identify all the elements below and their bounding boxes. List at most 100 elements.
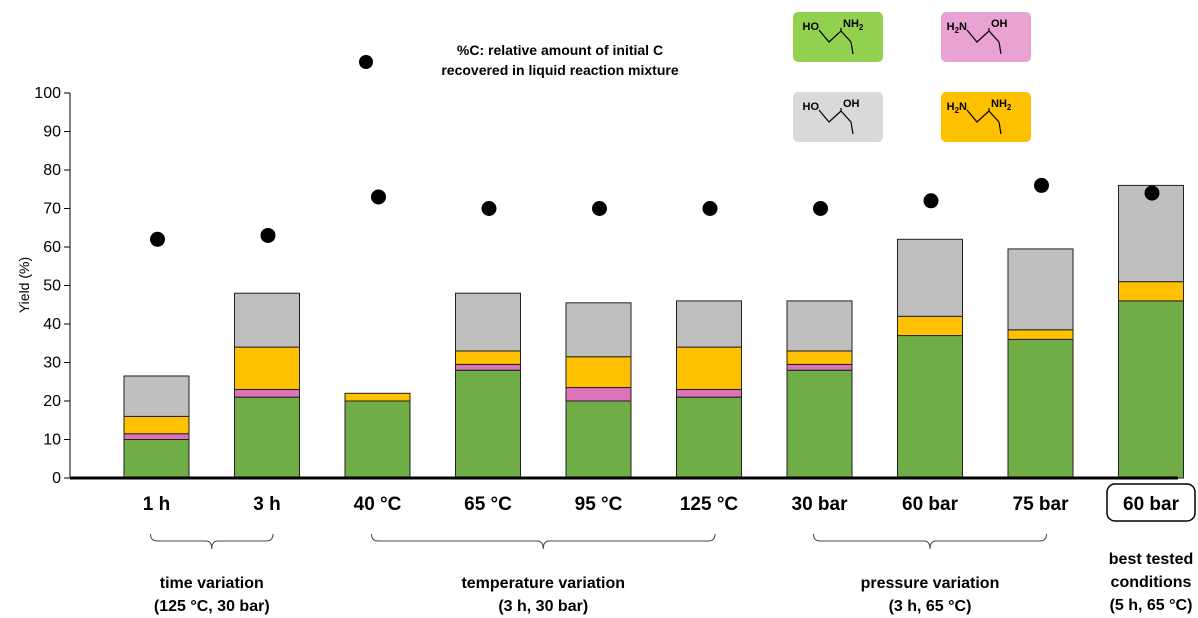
scatter-point bbox=[702, 201, 718, 216]
bar-segment bbox=[897, 315, 963, 337]
bar-segment bbox=[676, 346, 742, 390]
y-axis-label: Yield (%) bbox=[16, 257, 32, 313]
molecule-label: NH2 bbox=[843, 18, 864, 32]
scatter-point bbox=[923, 193, 939, 209]
highlight-box bbox=[1106, 483, 1196, 522]
x-axis: 1 h 3 h 40 °C 65 °C 95 °C 125 °C 30 bar 60 bar 7… bbox=[70, 476, 1196, 522]
x-tick-label: 30 bar bbox=[792, 494, 849, 515]
molecule-label: HO bbox=[803, 101, 820, 113]
group-label: (125 °C, 30 bar) bbox=[154, 598, 270, 615]
bar-segment bbox=[897, 335, 963, 479]
molecule-label: H2N bbox=[947, 101, 967, 115]
bar-stack bbox=[1118, 184, 1184, 479]
molecule-background bbox=[793, 12, 883, 62]
bar-segment bbox=[234, 292, 300, 348]
group-label: time variation bbox=[160, 575, 264, 592]
bar-segment bbox=[1007, 329, 1074, 340]
bar-segment bbox=[1118, 184, 1184, 283]
bar-stack bbox=[344, 392, 411, 479]
bar-segment bbox=[123, 439, 190, 479]
scatter-point bbox=[150, 231, 165, 247]
scatter-point bbox=[371, 189, 386, 205]
x-tick-label: 60 bar bbox=[902, 494, 959, 515]
bar-stack bbox=[897, 238, 963, 479]
molecule-label: HO bbox=[803, 21, 820, 33]
group-bracket bbox=[150, 533, 274, 550]
molecule-skeleton bbox=[818, 29, 852, 43]
molecule-legend: HO NH2 H2N OH HO OH H2N NH2 bbox=[793, 12, 1031, 142]
bar-segment bbox=[455, 292, 521, 352]
y-tick-label: 90 bbox=[43, 124, 61, 141]
bar-stack bbox=[565, 302, 632, 479]
bar-segment bbox=[565, 400, 632, 479]
molecule-label: H2N bbox=[947, 21, 967, 35]
x-tick-label: 40 °C bbox=[354, 494, 402, 515]
group-label: (3 h, 30 bar) bbox=[498, 598, 588, 615]
bar-segment bbox=[565, 356, 632, 389]
bar-segment bbox=[455, 350, 521, 365]
bar-segment bbox=[786, 300, 853, 352]
y-tick-label: 50 bbox=[43, 278, 61, 295]
legend-note-line-2: recovered in liquid reaction mixture bbox=[441, 62, 679, 78]
scatter-point bbox=[592, 201, 607, 216]
bar-segment bbox=[455, 369, 521, 479]
molecule-box: HO NH2 bbox=[793, 12, 883, 62]
bar-segment bbox=[1007, 338, 1074, 479]
category-groups: time variation (125 °C, 30 bar) temperatur… bbox=[150, 533, 1193, 615]
y-tick-label: 60 bbox=[43, 239, 61, 256]
y-tick-label: 80 bbox=[43, 162, 61, 179]
bar-segment bbox=[565, 387, 632, 402]
bar-segment bbox=[897, 238, 963, 317]
group-label: (3 h, 65 °C) bbox=[889, 598, 972, 615]
group-bracket bbox=[371, 533, 716, 550]
molecule-bond bbox=[998, 41, 1002, 55]
bar-stack bbox=[455, 292, 521, 479]
bar-segment bbox=[565, 302, 632, 358]
molecule-background bbox=[941, 12, 1031, 62]
scatter-points bbox=[150, 177, 1160, 247]
group-label: temperature variation bbox=[461, 575, 625, 592]
molecule-box: H2N OH bbox=[941, 12, 1031, 62]
bar-segment bbox=[455, 363, 521, 371]
bar-segment bbox=[234, 388, 300, 398]
bar-segment bbox=[1118, 281, 1184, 302]
y-tick-label: 20 bbox=[43, 393, 61, 410]
x-tick-label: 75 bar bbox=[1013, 494, 1070, 515]
legend-dot bbox=[359, 55, 373, 69]
y-axis: 0 10 20 30 40 50 60 70 80 90 100 bbox=[34, 85, 71, 487]
molecule-bond bbox=[998, 121, 1002, 135]
y-tick-label: 30 bbox=[43, 355, 61, 372]
y-tick-label: 100 bbox=[34, 85, 61, 102]
y-tick-label: 40 bbox=[43, 316, 61, 333]
bar-segment bbox=[234, 346, 300, 390]
group-label: conditions bbox=[1111, 574, 1192, 591]
molecule-skeleton bbox=[818, 109, 852, 123]
bar-segment bbox=[234, 396, 300, 479]
bar-stack bbox=[786, 300, 853, 479]
bars bbox=[123, 184, 1184, 479]
x-tick-label: 3 h bbox=[253, 494, 280, 515]
y-tick-label: 10 bbox=[43, 432, 61, 449]
bar-segment bbox=[123, 433, 190, 441]
molecule-label: NH2 bbox=[991, 98, 1012, 112]
molecule-bond bbox=[850, 41, 854, 55]
x-tick-label: 95 °C bbox=[575, 494, 623, 515]
bar-segment bbox=[123, 375, 190, 417]
molecule-background bbox=[941, 92, 1031, 142]
x-tick-label: 65 °C bbox=[464, 494, 512, 515]
group-bracket bbox=[813, 533, 1047, 550]
y-tick-label: 70 bbox=[43, 201, 61, 218]
bar-segment bbox=[676, 396, 742, 479]
bar-stack bbox=[234, 292, 300, 479]
bar-segment bbox=[676, 300, 742, 348]
bar-segment bbox=[123, 415, 190, 435]
bar-segment bbox=[344, 392, 411, 402]
group-label: pressure variation bbox=[861, 575, 1000, 592]
scatter-point bbox=[813, 201, 828, 216]
scatter-point bbox=[1144, 185, 1160, 201]
molecule-bond bbox=[850, 121, 854, 135]
molecule-skeleton bbox=[966, 29, 1000, 43]
bar-segment bbox=[676, 388, 742, 398]
molecule-box: H2N NH2 bbox=[941, 92, 1031, 142]
